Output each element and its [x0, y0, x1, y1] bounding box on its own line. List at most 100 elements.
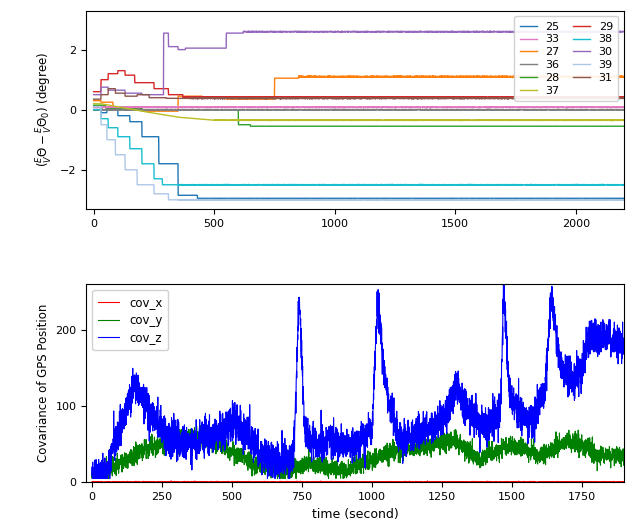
- cov_z: [331, 446, 339, 453]
- X-axis label: time (second): time (second): [312, 508, 399, 520]
- 29: [292, 94, 300, 101]
- 27: [486, 73, 493, 79]
- 25: [90, 103, 97, 110]
- 27: [620, 74, 628, 80]
- cov_z: [620, 350, 628, 357]
- 28: [292, 123, 300, 129]
- 29: [114, 67, 122, 74]
- 30: [620, 29, 628, 35]
- 38: [90, 107, 97, 113]
- 33: [186, 104, 194, 110]
- 39: [90, 103, 97, 110]
- Line: 31: 31: [93, 89, 624, 99]
- 37: [609, 118, 616, 124]
- 36: [408, 107, 415, 113]
- cov_z: [88, 475, 96, 482]
- cov_y: [528, 450, 536, 456]
- 27: [406, 73, 414, 79]
- 25: [526, 195, 534, 201]
- 39: [620, 197, 628, 203]
- 31: [292, 95, 300, 101]
- cov_y: [620, 458, 628, 465]
- 38: [408, 182, 415, 188]
- 28: [408, 123, 415, 129]
- 31: [435, 95, 442, 101]
- cov_y: [88, 470, 96, 476]
- cov_z: [88, 472, 96, 479]
- 33: [620, 104, 628, 110]
- cov_x: [547, 479, 555, 485]
- 39: [526, 197, 534, 203]
- 37: [292, 117, 300, 123]
- 36: [486, 107, 493, 113]
- 37: [620, 117, 628, 123]
- 33: [90, 104, 97, 110]
- cov_z: [500, 269, 508, 276]
- 36: [90, 107, 97, 113]
- Y-axis label: ($^E_V\Theta - ^E_V\Theta_0$) (degree): ($^E_V\Theta - ^E_V\Theta_0$) (degree): [35, 52, 54, 167]
- cov_y: [397, 449, 405, 456]
- 31: [486, 95, 493, 101]
- 25: [292, 195, 300, 201]
- 37: [526, 117, 534, 123]
- 29: [620, 94, 628, 100]
- Line: cov_x: cov_x: [92, 481, 624, 482]
- 27: [186, 93, 194, 99]
- cov_z: [528, 414, 536, 421]
- 39: [408, 197, 415, 203]
- cov_z: [547, 301, 555, 307]
- 39: [186, 197, 194, 203]
- 27: [435, 74, 443, 80]
- Line: 30: 30: [93, 31, 624, 95]
- cov_y: [567, 438, 575, 445]
- 39: [355, 197, 362, 204]
- 25: [435, 195, 442, 201]
- Line: 38: 38: [93, 110, 624, 186]
- Line: 37: 37: [93, 104, 624, 121]
- 36: [620, 107, 628, 113]
- 28: [90, 102, 97, 108]
- cov_x: [278, 479, 285, 485]
- 33: [408, 104, 415, 110]
- cov_y: [331, 458, 339, 465]
- 37: [486, 117, 493, 123]
- 28: [620, 123, 628, 129]
- 38: [186, 182, 194, 188]
- 25: [486, 195, 493, 201]
- 29: [486, 93, 493, 100]
- 28: [526, 123, 534, 129]
- cov_x: [88, 479, 96, 485]
- 27: [526, 74, 534, 81]
- cov_x: [567, 479, 575, 485]
- 33: [535, 105, 543, 111]
- Line: 27: 27: [93, 76, 624, 111]
- Line: 25: 25: [93, 107, 624, 198]
- cov_y: [197, 422, 205, 429]
- cov_x: [620, 479, 628, 485]
- 39: [435, 197, 442, 203]
- 25: [408, 195, 415, 201]
- cov_z: [278, 454, 285, 460]
- 29: [186, 94, 194, 100]
- 27: [138, 108, 146, 114]
- 36: [292, 107, 300, 113]
- 36: [127, 107, 135, 113]
- 29: [90, 89, 97, 95]
- 28: [186, 107, 194, 113]
- cov_y: [547, 449, 555, 455]
- 29: [526, 94, 534, 101]
- 25: [186, 192, 194, 198]
- 36: [186, 107, 194, 113]
- 28: [435, 123, 442, 129]
- 30: [435, 29, 442, 35]
- 38: [620, 181, 628, 188]
- 33: [292, 104, 300, 110]
- 27: [90, 98, 97, 104]
- 29: [252, 94, 259, 101]
- 31: [408, 95, 415, 102]
- 38: [435, 181, 442, 188]
- 31: [90, 96, 97, 102]
- Line: 29: 29: [93, 70, 624, 98]
- 33: [435, 104, 442, 111]
- 30: [486, 29, 493, 35]
